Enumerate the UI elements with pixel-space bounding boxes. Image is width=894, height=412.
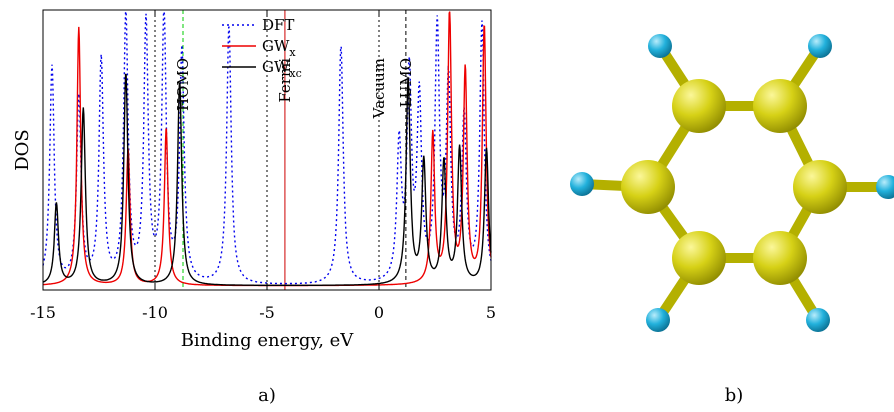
carbon-atom <box>753 79 807 133</box>
caption-b: b) <box>725 385 744 406</box>
x-tick-label: 0 <box>374 303 384 322</box>
carbon-atom <box>793 160 847 214</box>
x-tick-label: -5 <box>259 303 275 322</box>
x-tick-label: -15 <box>30 303 56 322</box>
vertical-line-labels: Vacuum HOMO Fermi LUMO <box>174 58 415 120</box>
caption-a: a) <box>258 385 276 406</box>
x-axis-ticks: -15 -10 -5 0 5 <box>30 10 496 322</box>
carbon-atom <box>672 79 726 133</box>
y-axis-label: DOS <box>12 129 33 171</box>
x-tick-label: 5 <box>486 303 496 322</box>
vertical-line-label: Vacuum <box>370 58 388 119</box>
hydrogen-atom <box>808 34 832 58</box>
vertical-line-label: LUMO <box>397 58 415 107</box>
hydrogen-atom <box>646 308 670 332</box>
carbon-atom <box>672 231 726 285</box>
x-tick-label: -10 <box>142 303 168 322</box>
benzene-molecule <box>570 34 894 332</box>
legend-label: DFT <box>262 16 294 34</box>
hydrogen-atom <box>806 308 830 332</box>
vertical-line-label: HOMO <box>174 58 192 111</box>
x-axis-label: Binding energy, eV <box>181 330 355 351</box>
legend-label: GWx <box>262 37 296 59</box>
hydrogen-atom <box>876 175 894 199</box>
dos-chart: Vacuum HOMO Fermi LUMO -15 -10 -5 0 5 Binding e… <box>12 9 496 351</box>
vertical-line-label: Fermi <box>276 58 294 103</box>
hydrogen-atom <box>570 172 594 196</box>
carbon-atom <box>621 160 675 214</box>
carbon-atom <box>753 231 807 285</box>
hydrogen-atom <box>648 34 672 58</box>
